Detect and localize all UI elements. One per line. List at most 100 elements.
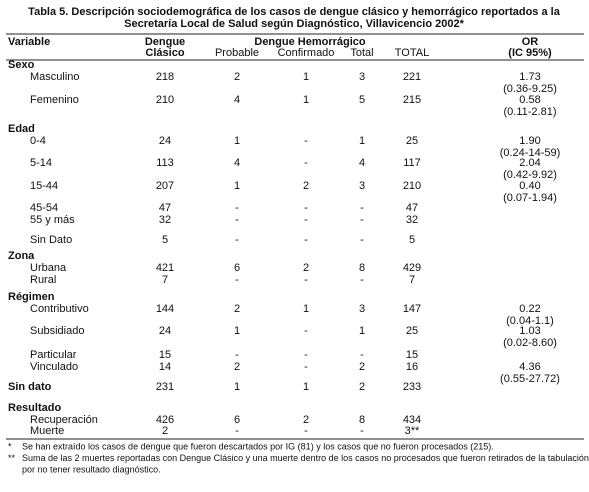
cell: - bbox=[304, 349, 308, 361]
column-header: Total bbox=[350, 47, 373, 59]
column-header: Probable bbox=[215, 47, 259, 59]
cell: - bbox=[304, 157, 308, 169]
cell: 434 bbox=[403, 414, 421, 426]
cell: - bbox=[235, 349, 239, 361]
cell: 16 bbox=[406, 361, 418, 373]
odds-ratio: 1.90 bbox=[519, 135, 540, 147]
cell: 144 bbox=[156, 303, 174, 315]
cell: 47 bbox=[159, 202, 171, 214]
cell: 207 bbox=[156, 180, 174, 192]
confidence-interval: (0.11-2.81) bbox=[504, 106, 557, 118]
group-label: Edad bbox=[8, 123, 35, 135]
cell: 6 bbox=[234, 262, 240, 274]
cell: 421 bbox=[156, 262, 174, 274]
confidence-interval: (0.42-9.92) bbox=[503, 169, 557, 181]
cell: 1 bbox=[359, 135, 365, 147]
odds-ratio: 0.58 bbox=[519, 94, 540, 106]
cell: 4 bbox=[234, 94, 240, 106]
row-label: 45-54 bbox=[30, 202, 58, 214]
cell: 2 bbox=[303, 414, 309, 426]
cell: 2 bbox=[303, 180, 309, 192]
cell: 2 bbox=[359, 361, 365, 373]
row-label: Contributivo bbox=[30, 303, 89, 315]
cell: 5 bbox=[162, 234, 168, 246]
cell: 3 bbox=[359, 71, 365, 83]
cell: - bbox=[304, 325, 308, 337]
cell: 218 bbox=[156, 71, 174, 83]
row-label: Subsidiado bbox=[30, 325, 84, 337]
cell: 210 bbox=[403, 180, 421, 192]
cell: - bbox=[304, 234, 308, 246]
cell: - bbox=[360, 234, 364, 246]
group-label: Resultado bbox=[8, 402, 61, 414]
cell: 113 bbox=[156, 157, 174, 169]
odds-ratio: 1.73 bbox=[519, 71, 540, 83]
cell: 15 bbox=[159, 349, 171, 361]
column-header: Dengue bbox=[145, 36, 185, 48]
row-label: Particular bbox=[30, 349, 77, 361]
cell: 1 bbox=[303, 94, 309, 106]
cell: 4 bbox=[234, 157, 240, 169]
cell: 2 bbox=[234, 71, 240, 83]
cell: - bbox=[304, 214, 308, 226]
footnote: Suma de las 2 muertes reportadas con Den… bbox=[22, 453, 589, 463]
row-label: Sin Dato bbox=[30, 234, 72, 246]
cell: 32 bbox=[159, 214, 171, 226]
table-title: Secretaría Local de Salud según Diagnóst… bbox=[124, 18, 464, 30]
confidence-interval: (0.04-1.1) bbox=[506, 315, 554, 327]
cell: 2 bbox=[162, 425, 168, 437]
cell: 231 bbox=[156, 381, 174, 393]
row-label: Recuperación bbox=[30, 414, 98, 426]
confidence-interval: (0.55-27.72) bbox=[500, 373, 560, 385]
odds-ratio: 4.36 bbox=[519, 361, 540, 373]
cell: 1 bbox=[234, 180, 240, 192]
cell: 2 bbox=[234, 361, 240, 373]
cell: 1 bbox=[234, 325, 240, 337]
cell: 25 bbox=[406, 325, 418, 337]
cell: - bbox=[304, 274, 308, 286]
column-header: Variable bbox=[8, 36, 50, 48]
cell: 24 bbox=[159, 135, 171, 147]
cell: 7 bbox=[162, 274, 168, 286]
cell: - bbox=[304, 202, 308, 214]
cell: 429 bbox=[403, 262, 421, 274]
cell: 3 bbox=[359, 303, 365, 315]
cell: - bbox=[360, 349, 364, 361]
cell: 117 bbox=[403, 157, 421, 169]
footnote-mark: * bbox=[8, 441, 12, 451]
row-label: 55 y más bbox=[30, 214, 75, 226]
cell: 1 bbox=[303, 303, 309, 315]
cell: 14 bbox=[159, 361, 171, 373]
cell: 1 bbox=[303, 381, 309, 393]
row-label: Vinculado bbox=[30, 361, 78, 373]
confidence-interval: (0.07-1.94) bbox=[503, 192, 557, 204]
row-label: Rural bbox=[30, 274, 56, 286]
footnote-mark: ** bbox=[8, 453, 16, 463]
cell: 4 bbox=[359, 157, 365, 169]
cell: - bbox=[304, 361, 308, 373]
cell: 426 bbox=[156, 414, 174, 426]
odds-ratio: 2.04 bbox=[519, 157, 540, 169]
cell: - bbox=[360, 214, 364, 226]
column-header: (IC 95%) bbox=[508, 47, 552, 59]
cell: - bbox=[235, 425, 239, 437]
row-label: Muerte bbox=[30, 425, 64, 437]
cell: 233 bbox=[403, 381, 421, 393]
cell: 2 bbox=[359, 381, 365, 393]
cell: 2 bbox=[234, 303, 240, 315]
cell: 6 bbox=[234, 414, 240, 426]
column-header: Confirmado bbox=[278, 47, 335, 59]
row-label: 0-4 bbox=[30, 135, 46, 147]
row-label: 15-44 bbox=[30, 180, 58, 192]
cell: 147 bbox=[403, 303, 421, 315]
row-label: Urbana bbox=[30, 262, 67, 274]
cell: 8 bbox=[359, 414, 365, 426]
cell: 221 bbox=[403, 71, 421, 83]
cell: - bbox=[304, 135, 308, 147]
confidence-interval: (0.24-14-59) bbox=[500, 147, 561, 159]
cell: - bbox=[235, 202, 239, 214]
cell: 15 bbox=[406, 349, 418, 361]
group-label: Sexo bbox=[8, 59, 35, 71]
group-label: Régimen bbox=[8, 291, 55, 303]
